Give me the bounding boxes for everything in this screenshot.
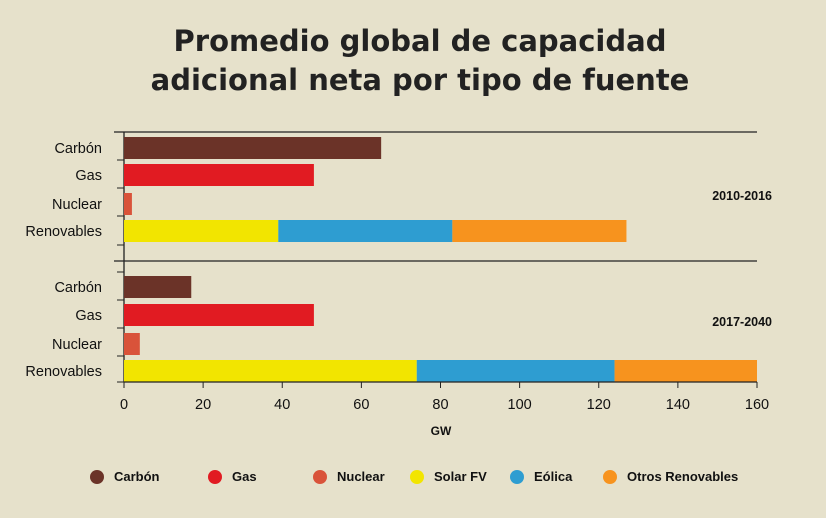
category-label-carbon: Carbón xyxy=(54,280,102,296)
bar-2017-2040-otros-renovables xyxy=(614,360,757,382)
x-tick-label: 80 xyxy=(432,397,448,413)
bar-2010-2016-solar-fv xyxy=(124,220,279,242)
bar-2017-2040-eolica xyxy=(416,360,615,382)
legend-label-solar-fv: Solar FV xyxy=(434,469,487,484)
bar-2010-2016-gas xyxy=(124,164,314,186)
legend-label-gas: Gas xyxy=(232,469,257,484)
panel-label-2017-2040: 2017-2040 xyxy=(712,315,772,329)
category-label-gas: Gas xyxy=(75,168,102,184)
category-label-carbon: Carbón xyxy=(54,141,102,157)
bar-2010-2016-otros-renovables xyxy=(452,220,627,242)
x-tick-label: 140 xyxy=(666,397,690,413)
x-axis-label: GW xyxy=(431,424,452,438)
legend-swatch-eolica xyxy=(510,470,524,484)
legend-swatch-nuclear xyxy=(313,470,327,484)
x-tick-label: 0 xyxy=(120,397,128,413)
x-tick-label: 60 xyxy=(353,397,369,413)
legend-label-eolica: Eólica xyxy=(534,469,573,484)
bar-2017-2040-gas xyxy=(124,304,314,326)
legend-label-carbon: Carbón xyxy=(114,469,160,484)
legend-swatch-solar-fv xyxy=(410,470,424,484)
x-tick-label: 160 xyxy=(745,397,769,413)
category-label-gas: Gas xyxy=(75,308,102,324)
bar-2017-2040-nuclear xyxy=(124,333,140,355)
chart-title-line-2: adicional neta por tipo de fuente xyxy=(150,63,690,97)
legend-swatch-gas xyxy=(208,470,222,484)
legend-swatch-carbon xyxy=(90,470,104,484)
x-tick-label: 40 xyxy=(274,397,290,413)
category-label-nuclear: Nuclear xyxy=(52,197,102,213)
x-tick-label: 20 xyxy=(195,397,211,413)
panel-label-2010-2016: 2010-2016 xyxy=(712,189,772,203)
legend-label-nuclear: Nuclear xyxy=(337,469,385,484)
bar-2010-2016-nuclear xyxy=(124,193,132,215)
bar-2017-2040-carbon xyxy=(124,276,192,298)
bar-2017-2040-solar-fv xyxy=(124,360,417,382)
x-tick-label: 100 xyxy=(508,397,532,413)
chart-title: Promedio global de capacidad adicional n… xyxy=(0,22,826,100)
bar-2010-2016-eolica xyxy=(278,220,453,242)
legend-swatch-otros-renovables xyxy=(603,470,617,484)
legend-label-otros-renovables: Otros Renovables xyxy=(627,469,738,484)
x-tick-label: 120 xyxy=(587,397,611,413)
category-label-nuclear: Nuclear xyxy=(52,337,102,353)
chart-title-line-1: Promedio global de capacidad xyxy=(173,24,667,58)
bar-2010-2016-carbon xyxy=(124,137,382,159)
category-label-renovables: Renovables xyxy=(25,224,102,240)
category-label-renovables: Renovables xyxy=(25,364,102,380)
